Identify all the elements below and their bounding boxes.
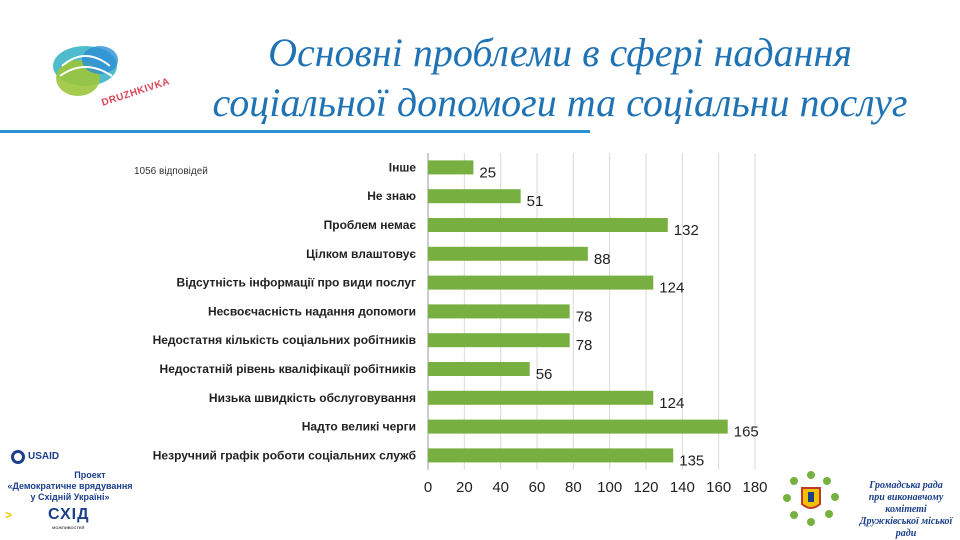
bar: [428, 304, 570, 319]
druzhkivka-logo: DRUZHKIVKA: [40, 36, 190, 116]
cxid-logo: СХІД МОЖЛИВОСТЕЙ: [48, 506, 90, 530]
bar-chart-svg: 0 20 40 60 80 100 120 140 160 180 Інше 25 Не знаю 51 П…: [153, 153, 768, 496]
category-label: Інше: [389, 160, 417, 174]
data-label: 124: [659, 395, 684, 412]
data-label: 88: [594, 251, 611, 268]
project-caption: Проект «Демократичне врядування у Східні…: [0, 470, 140, 503]
data-label: 56: [536, 366, 553, 383]
bar: [428, 390, 654, 405]
data-label: 78: [576, 308, 593, 325]
category-label: Відсутність інформації про види послуг: [177, 276, 416, 290]
bar: [428, 189, 521, 204]
bar: [428, 275, 654, 290]
cxid-subtext: МОЖЛИВОСТЕЙ: [52, 525, 85, 530]
project-line-2: «Демократичне врядування: [7, 481, 133, 491]
bar: [428, 246, 588, 261]
x-tick-label: 160: [706, 479, 731, 496]
category-label: Проблем немає: [324, 218, 417, 232]
title-line-2: соціальної допомоги та соціальни послуг: [212, 80, 908, 125]
data-label: 25: [479, 164, 496, 181]
data-label: 135: [679, 452, 704, 469]
responses-note: 1056 відповідей: [134, 166, 208, 177]
category-label: Недостатня кількість соціальних робітник…: [153, 333, 416, 347]
data-label: 51: [527, 193, 544, 210]
bar: [428, 160, 474, 175]
bar: [428, 218, 668, 232]
data-label: 124: [659, 280, 684, 297]
project-line-1: Проект: [74, 470, 106, 480]
council-caption: Громадська рада при виконавчому комітеті…: [850, 480, 960, 540]
bar: [428, 448, 674, 463]
council-emblem-icon: [783, 471, 839, 526]
council-emblem: [782, 470, 840, 528]
druzhkivka-logo-graphic: [53, 46, 118, 96]
usaid-seal-icon: [11, 450, 25, 464]
category-label: Надто великі черги: [302, 420, 416, 434]
title-divider: [0, 130, 590, 133]
council-line-2: при виконавчому комітеті: [868, 492, 944, 515]
page-title: Основні проблеми в сфері надання соціаль…: [190, 28, 930, 128]
cxid-text: СХІД: [48, 506, 90, 523]
bar: [428, 333, 570, 348]
bar: [428, 419, 728, 434]
bar: [428, 362, 530, 376]
x-tick-label: 60: [529, 479, 546, 496]
x-tick-label: 80: [565, 479, 582, 496]
project-line-3: у Східній Україні»: [30, 492, 110, 502]
x-tick-label: 120: [633, 479, 658, 496]
x-tick-label: 100: [597, 479, 622, 496]
usaid-logo: USAID: [10, 446, 70, 470]
title-line-1: Основні проблеми в сфері надання: [268, 30, 852, 75]
council-line-1: Громадська рада: [869, 480, 943, 491]
category-label: Недостатній рівень кваліфікації робітник…: [160, 362, 416, 376]
council-line-3: Дружківської міської ради: [859, 516, 953, 539]
category-label: Цілком влаштовує: [306, 247, 416, 261]
x-tick-label: 140: [670, 479, 695, 496]
data-label: 132: [674, 222, 699, 239]
x-tick-label: 180: [742, 479, 767, 496]
category-label: Незручний графік роботи соціальних служб: [153, 448, 416, 462]
x-tick-label: 0: [424, 479, 432, 496]
x-tick-label: 40: [492, 479, 509, 496]
bar-chart: 0 20 40 60 80 100 120 140 160 180 Інше 25 Не знаю 51 П…: [0, 145, 780, 510]
category-label: Низька швидкість обслуговування: [209, 391, 416, 405]
chevron-icon: >: [5, 508, 13, 522]
data-label: 78: [576, 337, 593, 354]
x-tick-label: 20: [456, 479, 473, 496]
data-label: 165: [734, 424, 759, 441]
category-label: Несвоєчасність надання допомоги: [208, 304, 416, 318]
category-label: Не знаю: [367, 189, 416, 203]
usaid-text: USAID: [28, 451, 60, 462]
